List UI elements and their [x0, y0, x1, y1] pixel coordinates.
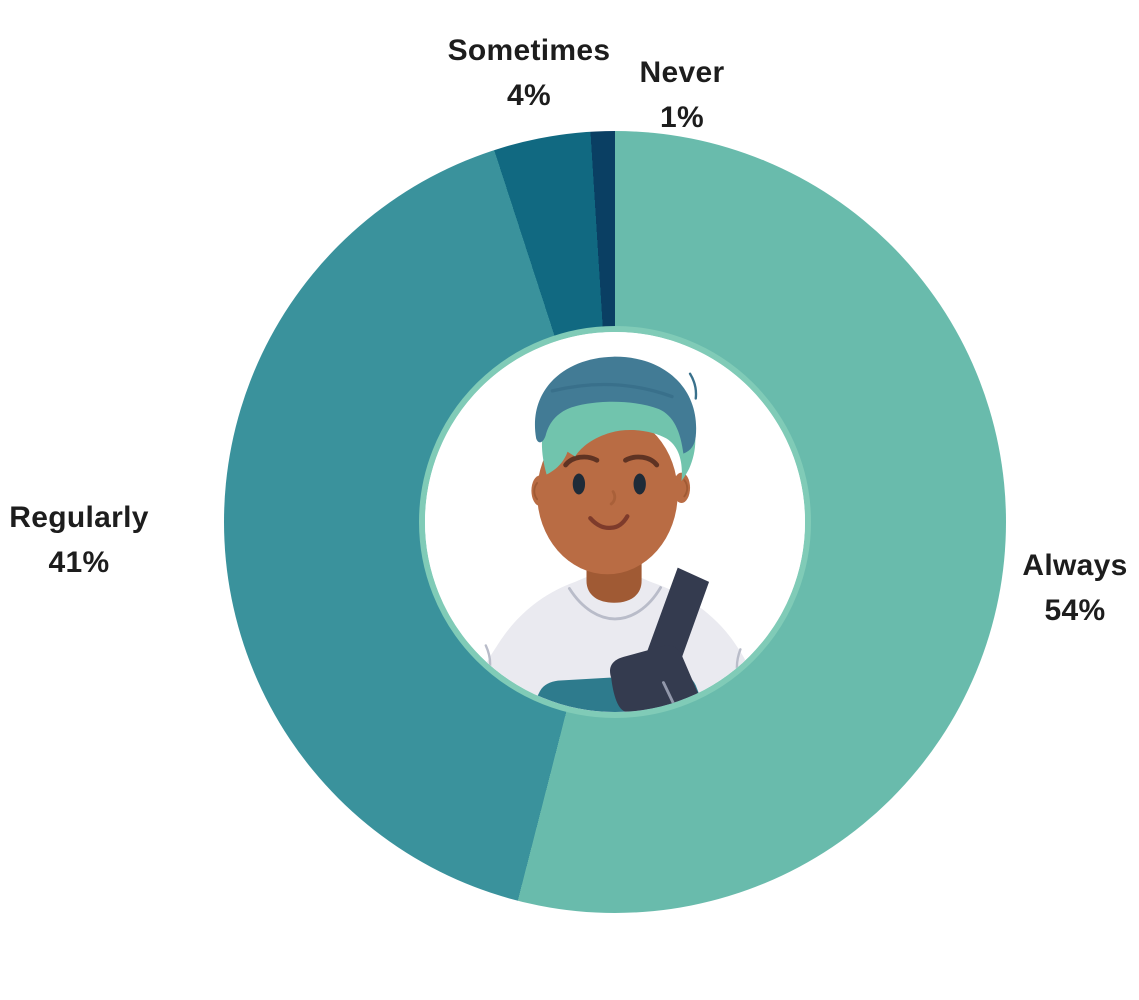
avatar-beanie-cuff-line	[550, 382, 674, 399]
slice-percent: 4%	[507, 79, 551, 112]
avatar-ear-line-right	[683, 479, 689, 498]
avatar-shirt-wrinkle-right	[735, 648, 742, 686]
slice-label-always: Always 54%	[1022, 548, 1127, 629]
center-avatar-illustration	[425, 332, 805, 712]
slice-name: Sometimes	[447, 34, 611, 67]
slice-label-sometimes: Sometimes 4%	[448, 33, 611, 114]
avatar-mouth	[588, 514, 630, 531]
slice-name: Always	[1022, 549, 1128, 582]
slice-label-regularly: Regularly 41%	[9, 500, 148, 581]
avatar-shirt-wrinkle-left	[484, 644, 492, 683]
avatar-eye-left	[572, 473, 586, 495]
slice-name: Regularly	[9, 501, 149, 534]
avatar-brow-right	[623, 454, 660, 468]
avatar-bag	[610, 645, 701, 712]
slice-percent: 41%	[48, 546, 110, 579]
avatar-nose	[609, 490, 617, 506]
donut-hole	[419, 326, 811, 718]
slice-name: Never	[639, 56, 725, 89]
avatar-eye-right	[633, 473, 646, 495]
avatar-beanie	[534, 356, 697, 454]
avatar-bag-highlight	[662, 681, 676, 706]
avatar-brow-left	[563, 454, 600, 468]
avatar-beanie-crease	[688, 372, 698, 400]
slice-label-never: Never 1%	[640, 55, 725, 136]
avatar-hair	[541, 389, 696, 482]
avatar-collar-line	[567, 586, 663, 621]
slice-percent: 54%	[1044, 594, 1106, 627]
avatar-ear-line-left	[533, 482, 539, 501]
slice-percent: 1%	[660, 101, 704, 134]
